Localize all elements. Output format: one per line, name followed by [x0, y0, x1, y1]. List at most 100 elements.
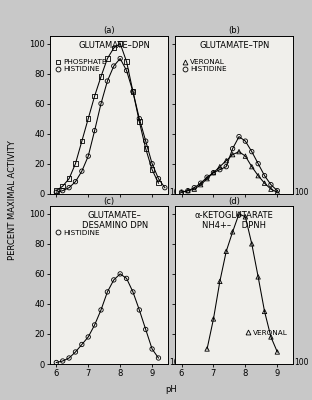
Point	[143, 326, 148, 333]
Point	[179, 189, 184, 195]
Point	[60, 183, 65, 189]
Point	[249, 241, 254, 247]
Point	[156, 355, 161, 361]
Point	[249, 164, 254, 170]
Point	[268, 186, 273, 192]
Text: 100: 100	[295, 188, 309, 197]
Point	[179, 189, 184, 195]
Point	[137, 307, 142, 313]
Text: PERCENT MAXIMAL ACTIVITY: PERCENT MAXIMAL ACTIVITY	[8, 140, 17, 260]
Point	[198, 180, 203, 186]
Legend: VERONAL, HISTIDINE: VERONAL, HISTIDINE	[181, 58, 227, 73]
Point	[79, 341, 84, 348]
Point	[156, 180, 161, 186]
Point	[105, 55, 110, 62]
Point	[185, 188, 190, 194]
Point	[130, 88, 135, 95]
Point	[99, 100, 104, 107]
Point	[256, 160, 261, 167]
Point	[224, 248, 229, 254]
Point	[275, 189, 280, 195]
Point	[256, 274, 261, 280]
Point	[224, 158, 229, 164]
Point	[105, 289, 110, 295]
Point	[224, 164, 229, 170]
Point	[217, 166, 222, 173]
Point	[54, 189, 59, 195]
Point	[86, 334, 91, 340]
Point	[124, 58, 129, 65]
Point	[60, 358, 65, 364]
Point	[92, 128, 97, 134]
Title: (d): (d)	[228, 196, 240, 206]
Point	[130, 289, 135, 295]
Point	[54, 359, 59, 366]
Point	[162, 184, 167, 191]
Point	[149, 160, 154, 167]
Point	[236, 134, 241, 140]
Point	[262, 180, 267, 186]
Point	[111, 45, 116, 51]
Point	[205, 174, 210, 180]
Point	[111, 277, 116, 283]
Point	[192, 186, 197, 192]
Point	[230, 229, 235, 235]
Point	[137, 116, 142, 122]
Legend: HISTIDINE: HISTIDINE	[55, 229, 101, 236]
Title: (a): (a)	[103, 26, 115, 35]
Point	[243, 138, 248, 144]
Point	[130, 88, 135, 95]
Point	[156, 176, 161, 182]
Point	[211, 170, 216, 176]
Point	[211, 170, 216, 176]
Point	[143, 138, 148, 144]
Point	[99, 307, 104, 313]
Point	[73, 349, 78, 355]
Point	[66, 355, 71, 361]
Point	[92, 322, 97, 328]
Point	[262, 172, 267, 179]
Point	[275, 188, 280, 194]
Point	[192, 184, 197, 191]
Point	[211, 316, 216, 322]
Text: GLUTAMATE–TPN: GLUTAMATE–TPN	[199, 41, 269, 50]
Point	[124, 275, 129, 282]
Legend: PHOSPHATE, HISTIDINE: PHOSPHATE, HISTIDINE	[55, 58, 108, 73]
Point	[149, 346, 154, 352]
Legend: VERONAL: VERONAL	[244, 329, 289, 337]
Point	[105, 78, 110, 84]
Point	[149, 166, 154, 173]
Point	[256, 172, 261, 179]
Point	[185, 188, 190, 194]
Point	[73, 178, 78, 185]
Point	[230, 146, 235, 152]
Point	[118, 40, 123, 47]
Text: 100: 100	[169, 188, 184, 197]
Point	[268, 334, 273, 340]
Point	[275, 349, 280, 355]
Point	[230, 152, 235, 158]
Point	[92, 93, 97, 99]
Point	[99, 73, 104, 80]
Text: GLUTAMATE–DPN: GLUTAMATE–DPN	[79, 41, 151, 50]
Point	[217, 164, 222, 170]
Point	[249, 148, 254, 155]
Point	[268, 182, 273, 188]
Point	[111, 63, 116, 69]
Point	[137, 118, 142, 125]
Title: (c): (c)	[103, 196, 115, 206]
Point	[86, 153, 91, 159]
Point	[54, 188, 59, 194]
Point	[73, 160, 78, 167]
Text: GLUTAMATE–
DESAMINO DPN: GLUTAMATE– DESAMINO DPN	[82, 211, 148, 230]
Text: α-KETOGLUTARATE
NH4+–    DPNH: α-KETOGLUTARATE NH4+– DPNH	[195, 211, 274, 230]
Point	[236, 211, 241, 217]
Point	[236, 148, 241, 155]
Point	[198, 182, 203, 188]
Point	[79, 138, 84, 144]
Point	[243, 153, 248, 159]
Point	[66, 176, 71, 182]
Point	[205, 176, 210, 182]
Point	[118, 271, 123, 277]
Point	[262, 308, 267, 315]
